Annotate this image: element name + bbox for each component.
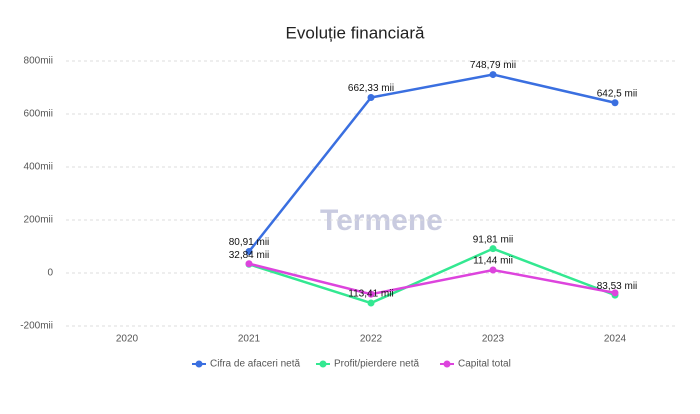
data-label: 11,44 mii	[473, 256, 513, 267]
data-label: 662,33 mii	[348, 83, 394, 94]
chart-title: Evoluție financiară	[286, 23, 425, 42]
point	[611, 289, 619, 297]
y-tick-label: 400mii	[24, 162, 53, 173]
data-label: 80,91 mii	[229, 237, 270, 248]
x-tick-label: 2020	[116, 334, 139, 345]
x-tick-label: 2022	[360, 334, 383, 345]
point	[245, 260, 253, 268]
y-tick-label: 600mii	[24, 109, 53, 120]
point	[367, 299, 375, 307]
x-tick-label: 2024	[604, 334, 627, 345]
data-label: 113,41 mii	[348, 289, 393, 300]
point	[245, 248, 253, 256]
data-label: 83,53 mii	[597, 281, 638, 292]
point	[367, 290, 375, 298]
y-tick-label: 800mii	[24, 56, 53, 67]
point	[489, 266, 497, 274]
point	[489, 245, 497, 253]
point	[489, 71, 497, 79]
legend-label: Cifra de afaceri netă	[210, 359, 300, 370]
y-tick-label: 0	[47, 268, 53, 279]
data-label: 748,79 mii	[470, 60, 516, 71]
data-label: 91,81 mii	[473, 234, 514, 245]
series-line	[248, 262, 616, 296]
point	[367, 93, 375, 101]
series-line	[248, 73, 616, 253]
x-tick-label: 2021	[238, 334, 261, 345]
legend-marker	[195, 360, 203, 368]
x-tick-label: 2023	[482, 334, 505, 345]
point	[611, 99, 619, 107]
data-label: 32,84 mii	[229, 250, 270, 261]
series-line	[248, 247, 616, 305]
y-tick-label: -200mii	[20, 321, 53, 332]
data-label: 642,5 mii	[597, 88, 638, 99]
y-tick-label: 200mii	[24, 215, 53, 226]
legend-label: Capital total	[458, 359, 511, 370]
legend-marker	[443, 360, 451, 368]
legend-label: Profit/pierdere netă	[334, 359, 419, 370]
legend-marker	[319, 360, 327, 368]
